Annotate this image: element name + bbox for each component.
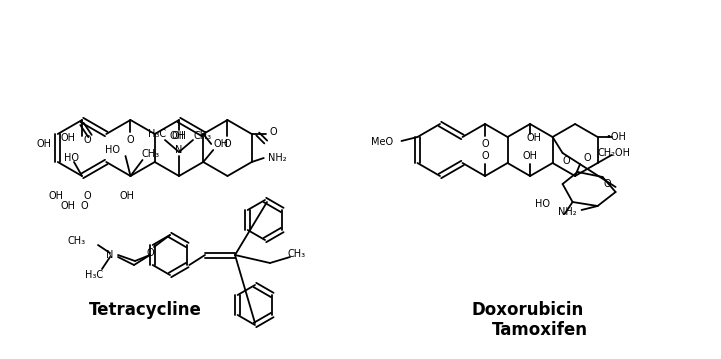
- Text: OH: OH: [172, 131, 187, 141]
- Text: OH: OH: [526, 133, 541, 143]
- Text: O: O: [80, 201, 88, 211]
- Text: N: N: [106, 250, 114, 260]
- Text: OH: OH: [169, 131, 185, 141]
- Text: Doxorubicin: Doxorubicin: [472, 301, 584, 319]
- Text: CH₂OH: CH₂OH: [597, 148, 630, 158]
- Text: H₃C: H₃C: [85, 270, 103, 280]
- Text: H₃C: H₃C: [148, 129, 166, 139]
- Text: CH₃: CH₃: [141, 149, 159, 159]
- Text: NH₂: NH₂: [268, 153, 287, 163]
- Text: HO: HO: [64, 153, 79, 163]
- Text: O: O: [146, 248, 154, 258]
- Text: Tetracycline: Tetracycline: [89, 301, 201, 319]
- Text: OH: OH: [213, 139, 229, 149]
- Text: CH₃: CH₃: [194, 131, 212, 141]
- Text: OH: OH: [523, 151, 538, 161]
- Text: CH₃: CH₃: [68, 236, 86, 246]
- Text: O: O: [270, 127, 278, 137]
- Text: O: O: [481, 151, 489, 161]
- Text: MeO: MeO: [371, 137, 394, 147]
- Text: O: O: [127, 135, 134, 145]
- Text: OH: OH: [36, 139, 51, 149]
- Text: •OH: •OH: [605, 132, 626, 142]
- Text: O: O: [563, 156, 570, 166]
- Text: O: O: [224, 139, 231, 149]
- Text: NH₂: NH₂: [558, 207, 577, 217]
- Text: OH: OH: [120, 191, 135, 201]
- Text: O: O: [83, 191, 91, 201]
- Text: O: O: [583, 153, 591, 163]
- Text: O: O: [481, 139, 489, 149]
- Text: CH₃: CH₃: [288, 249, 306, 259]
- Text: OH: OH: [48, 191, 63, 201]
- Text: HO: HO: [534, 199, 549, 209]
- Text: N: N: [175, 145, 182, 155]
- Text: O: O: [83, 135, 91, 145]
- Text: Tamoxifen: Tamoxifen: [492, 321, 588, 339]
- Text: OH: OH: [61, 133, 76, 143]
- Text: HO: HO: [105, 145, 120, 155]
- Text: O: O: [603, 179, 611, 189]
- Text: OH: OH: [61, 201, 76, 211]
